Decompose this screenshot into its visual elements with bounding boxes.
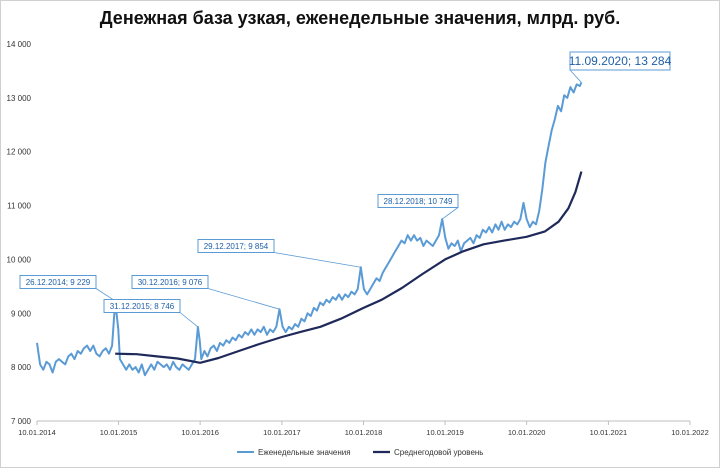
chart-annotations: 26.12.2014; 9 229 31.12.2015; 8 746 30.12.… [19, 51, 672, 328]
x-tick-label: 10.01.2019 [426, 428, 464, 437]
annotation-box [377, 194, 459, 208]
y-tick-label: 10 000 [7, 255, 32, 264]
annotation-leader [273, 252, 361, 268]
annotation-label: 29.12.2017; 9 854 [204, 242, 269, 251]
chart-legend: Еженедельные значения Среднегодовой урове… [237, 448, 483, 457]
y-tick-label: 14 000 [7, 40, 32, 49]
annotation-label: 30.12.2016; 9 076 [138, 278, 203, 287]
chart-title: Денежная база узкая, еженедельные значен… [99, 8, 621, 28]
x-tick-label: 10.01.2021 [590, 428, 628, 437]
annotation-label: 31.12.2015; 8 746 [110, 302, 175, 311]
y-tick-label: 12 000 [7, 148, 32, 157]
x-tick-label: 10.01.2014 [18, 428, 56, 437]
chart-axes: 7 000 8 000 9 000 10 000 11 000 12 000 13 000 1… [7, 40, 709, 437]
legend-label-weekly: Еженедельные значения [258, 448, 351, 457]
x-tick-label: 10.01.2022 [671, 428, 709, 437]
annotation-leader [441, 207, 459, 220]
annotation-leader [95, 288, 116, 302]
annotation-leader [569, 69, 582, 83]
annotation-leader [179, 312, 199, 328]
annotation-box [197, 239, 275, 253]
y-tick-label: 11 000 [7, 202, 31, 211]
legend-label-average: Среднегодовой уровень [394, 448, 483, 457]
series-line-annual-average [115, 171, 583, 364]
x-tick-label: 10.01.2020 [508, 428, 546, 437]
annotation-label: 11.09.2020; 13 284 [569, 54, 672, 68]
annotation-label: 28.12.2018; 10 749 [384, 197, 454, 206]
annotation-leader [207, 288, 280, 310]
y-tick-label: 8 000 [11, 363, 32, 372]
series-line-weekly [36, 82, 583, 377]
chart-lines [36, 82, 583, 377]
annotation-box [131, 275, 209, 289]
annotation-box [569, 51, 671, 71]
annotation-label: 26.12.2014; 9 229 [26, 278, 91, 287]
y-tick-label: 9 000 [11, 309, 32, 318]
y-tick-label: 7 000 [11, 417, 32, 426]
x-tick-label: 10.01.2016 [181, 428, 219, 437]
x-tick-label: 10.01.2015 [100, 428, 138, 437]
annotation-box [103, 299, 181, 313]
x-tick-label: 10.01.2017 [263, 428, 301, 437]
y-tick-label: 13 000 [7, 94, 32, 103]
x-tick-label: 10.01.2018 [345, 428, 383, 437]
annotation-box [19, 275, 97, 289]
